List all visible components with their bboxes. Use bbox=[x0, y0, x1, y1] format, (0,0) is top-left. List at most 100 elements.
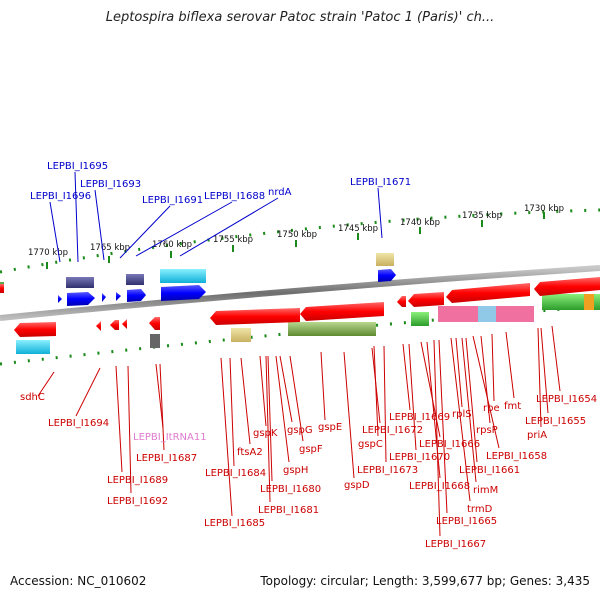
gene-label: LEPBI_I1655 bbox=[525, 416, 586, 427]
feature-gene bbox=[102, 293, 106, 302]
feature-gene bbox=[376, 253, 394, 266]
gene-label: priA bbox=[527, 430, 547, 441]
feature-gene bbox=[160, 269, 206, 283]
feature-gene bbox=[161, 285, 206, 301]
gene-label: LEPBI_I1670 bbox=[389, 452, 450, 463]
gene-label: LEPBI_I1658 bbox=[486, 451, 547, 462]
gene-label: LEPBI_ItRNA11 bbox=[133, 432, 207, 443]
leader-line bbox=[135, 201, 233, 257]
topology-label: Topology: circular; Length: 3,599,677 bp… bbox=[260, 574, 590, 588]
scale-tick-1755: 1755 kbp bbox=[213, 235, 253, 245]
feature-gene bbox=[126, 274, 144, 285]
leader-line bbox=[220, 357, 233, 517]
leader-line bbox=[155, 363, 164, 429]
leader-line bbox=[119, 205, 171, 259]
leader-line bbox=[480, 335, 491, 424]
gene-label: LEPBI_I1668 bbox=[409, 481, 470, 492]
leader-line bbox=[179, 197, 279, 257]
gene-label: LEPBI_I1696 bbox=[30, 191, 91, 202]
feature-gene bbox=[127, 289, 146, 302]
leader-line bbox=[402, 343, 411, 411]
leader-line bbox=[455, 337, 463, 408]
leader-line bbox=[127, 365, 132, 494]
gene-label: LEPBI_I1692 bbox=[107, 496, 168, 507]
feature-gene bbox=[411, 312, 429, 326]
feature-gene bbox=[14, 322, 56, 337]
leader-line bbox=[74, 171, 79, 263]
gene-label: LEPBI_I1685 bbox=[204, 518, 265, 529]
gene-label: LEPBI_I1671 bbox=[350, 177, 411, 188]
gene-label: ftsA2 bbox=[237, 447, 263, 458]
gene-label: gspG bbox=[287, 425, 313, 436]
outer-tick-track bbox=[0, 208, 600, 274]
scale-tick-1770: 1770 kbp bbox=[28, 248, 68, 258]
feature-gene bbox=[0, 284, 4, 293]
gene-label: rplS bbox=[452, 409, 472, 420]
label-leader-lines bbox=[37, 171, 561, 537]
gene-label: LEPBI_I1661 bbox=[459, 465, 520, 476]
accession-label: Accession: NC_010602 bbox=[10, 574, 147, 588]
top-feature-labels: LEPBI_I1695 LEPBI_I1696 LEPBI_I1693 LEPB… bbox=[30, 161, 411, 206]
leader-line bbox=[461, 337, 477, 483]
scale-tick-1760: 1760 kbp bbox=[152, 240, 192, 250]
leader-line bbox=[115, 365, 123, 473]
leader-line bbox=[505, 331, 515, 399]
gene-label: LEPBI_I1654 bbox=[536, 394, 597, 405]
gene-label: gspD bbox=[344, 480, 370, 491]
gene-label: LEPBI_I1695 bbox=[47, 161, 108, 172]
feature-gene bbox=[67, 292, 95, 306]
gene-label: rimM bbox=[473, 485, 498, 496]
feature-gene bbox=[397, 296, 406, 307]
gene-label: LEPBI_I1681 bbox=[258, 505, 319, 516]
leader-line bbox=[537, 327, 542, 428]
gene-label: nrdA bbox=[268, 187, 292, 198]
scale-tick-1745: 1745 kbp bbox=[338, 224, 378, 234]
leader-line bbox=[94, 189, 105, 261]
leader-line bbox=[491, 333, 495, 402]
gene-label: rpsP bbox=[476, 425, 498, 436]
leader-line bbox=[49, 201, 61, 263]
scale-tick-1765: 1765 kbp bbox=[90, 243, 130, 253]
scale-tick-1730: 1730 kbp bbox=[524, 204, 564, 214]
gene-label: LEPBI_I1689 bbox=[107, 475, 168, 486]
gene-label: LEPBI_I1667 bbox=[425, 539, 486, 550]
feature-gene bbox=[584, 294, 594, 310]
gene-label: LEPBI_I1693 bbox=[80, 179, 141, 190]
leader-line bbox=[377, 187, 383, 239]
feature-gene bbox=[446, 283, 530, 303]
gene-label: LEPBI_I1673 bbox=[357, 465, 418, 476]
leader-line bbox=[383, 345, 387, 463]
feature-gene bbox=[150, 334, 160, 348]
leader-line bbox=[465, 337, 478, 463]
gene-label: LEPBI_I1691 bbox=[142, 195, 203, 206]
feature-gene bbox=[378, 269, 396, 282]
feature-gene bbox=[110, 320, 119, 330]
feature-gene bbox=[116, 292, 121, 301]
gene-label: gspH bbox=[283, 465, 308, 476]
gene-label: LEPBI_I1687 bbox=[136, 453, 197, 464]
gene-label: rpe bbox=[483, 403, 500, 414]
gene-label: LEPBI_I1688 bbox=[204, 191, 265, 202]
leader-line bbox=[540, 327, 549, 414]
scale-tick-1750: 1750 kbp bbox=[277, 230, 317, 240]
feature-gene bbox=[231, 328, 251, 342]
gene-label: trmD bbox=[467, 504, 493, 515]
feature-gene bbox=[66, 277, 94, 288]
feature-gene bbox=[16, 340, 50, 354]
leader-line bbox=[408, 343, 417, 451]
leader-line bbox=[275, 355, 290, 463]
leader-line bbox=[371, 347, 381, 424]
gene-label: gspE bbox=[318, 422, 342, 433]
feature-gene bbox=[96, 321, 101, 331]
leader-line bbox=[289, 355, 304, 442]
leader-line bbox=[373, 345, 379, 437]
gene-label: LEPBI_I1669 bbox=[389, 412, 450, 423]
leader-line bbox=[240, 357, 251, 445]
leader-line bbox=[551, 325, 561, 392]
leader-line bbox=[279, 355, 293, 423]
genome-backbone bbox=[0, 265, 600, 321]
gene-label: LEPBI_I1666 bbox=[419, 439, 480, 450]
feature-gene bbox=[149, 317, 160, 330]
leader-line bbox=[433, 339, 441, 537]
